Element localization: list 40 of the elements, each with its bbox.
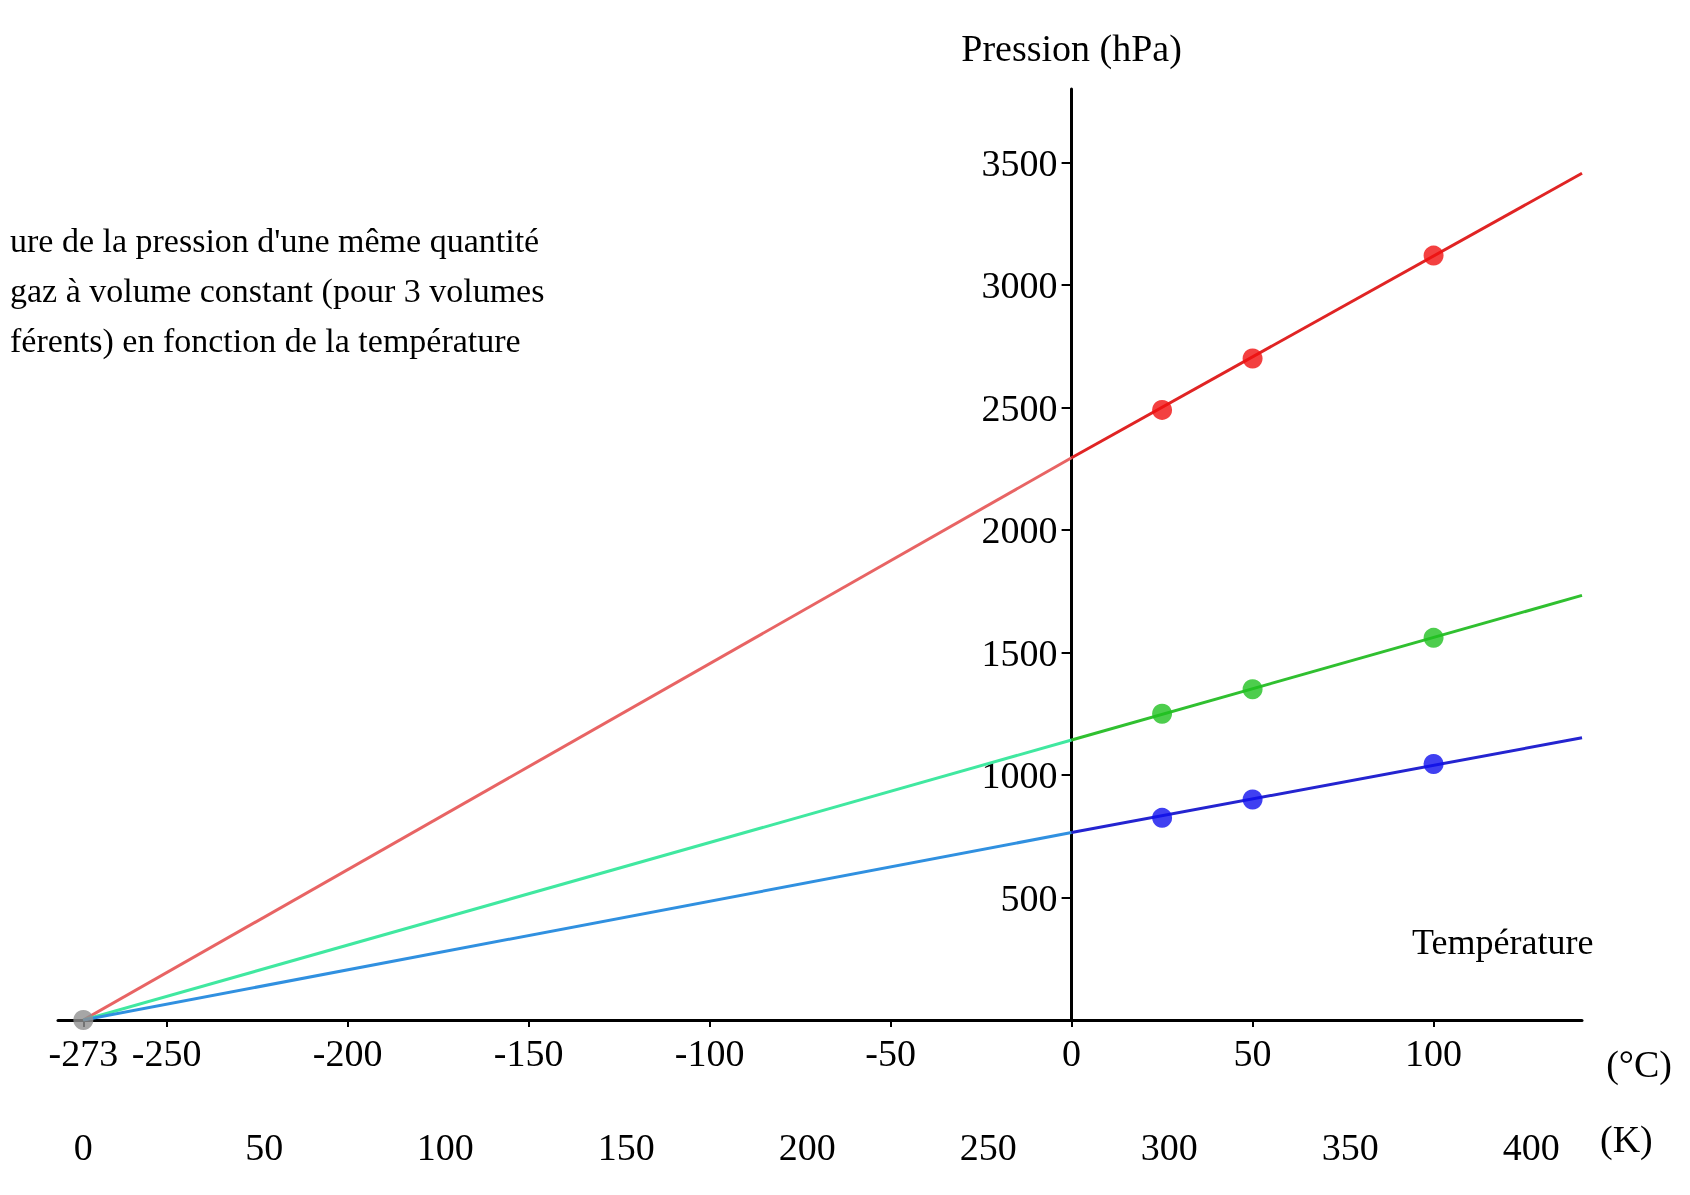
x-tick-label: -250 — [131, 1032, 202, 1074]
point — [1242, 348, 1263, 369]
y-tick-label: 500 — [1000, 876, 1058, 919]
y-tick-label: 1000 — [981, 754, 1058, 796]
x2-tick-label: 350 — [1321, 1126, 1379, 1168]
x-tick-label: -200 — [312, 1032, 383, 1074]
x2-tick-label: 200 — [778, 1126, 836, 1168]
x-tick-label: 50 — [1233, 1032, 1272, 1074]
x2-tick-label: 100 — [416, 1126, 474, 1168]
x2-tick-label: 0 — [73, 1126, 93, 1168]
x2-tick-label: 250 — [959, 1126, 1017, 1168]
point — [1152, 703, 1173, 724]
text: (°C) — [1606, 1043, 1673, 1086]
x-axis-title: Température — [1412, 922, 1594, 962]
point — [1423, 245, 1444, 266]
point — [1242, 679, 1263, 700]
y-tick-label: 3500 — [981, 141, 1058, 184]
x2-axis-title: (K) — [1600, 1118, 1653, 1161]
x-tick-label: -100 — [674, 1032, 745, 1074]
x2-tick-label: 150 — [597, 1126, 655, 1168]
x-tick-label: -150 — [493, 1032, 564, 1074]
x2-tick-label: 300 — [1140, 1126, 1198, 1168]
point — [73, 1010, 94, 1030]
point — [1242, 789, 1263, 810]
y-tick-label: 3000 — [981, 264, 1058, 306]
x-tick-label: 0 — [1062, 1032, 1082, 1074]
x-tick-label: -273 — [48, 1032, 119, 1074]
y-tick-label: 1500 — [981, 631, 1058, 674]
point — [1152, 807, 1173, 828]
y-tick-label: 2000 — [981, 509, 1058, 551]
x2-tick-label: 50 — [245, 1126, 284, 1168]
y-tick-label: 2500 — [981, 386, 1058, 429]
x2-tick-label: 400 — [1502, 1126, 1560, 1168]
y-axis-title: Pression (hPa) — [961, 27, 1182, 70]
x-tick-label: 100 — [1405, 1032, 1463, 1074]
point — [1152, 399, 1173, 420]
text: ure de la pression d'une même quantité gaz à volume constant (pour 3 volumes férents) en fonction de la température — [10, 221, 545, 360]
point — [1423, 627, 1444, 648]
point — [1423, 753, 1444, 774]
x-tick-label: -50 — [865, 1032, 916, 1074]
